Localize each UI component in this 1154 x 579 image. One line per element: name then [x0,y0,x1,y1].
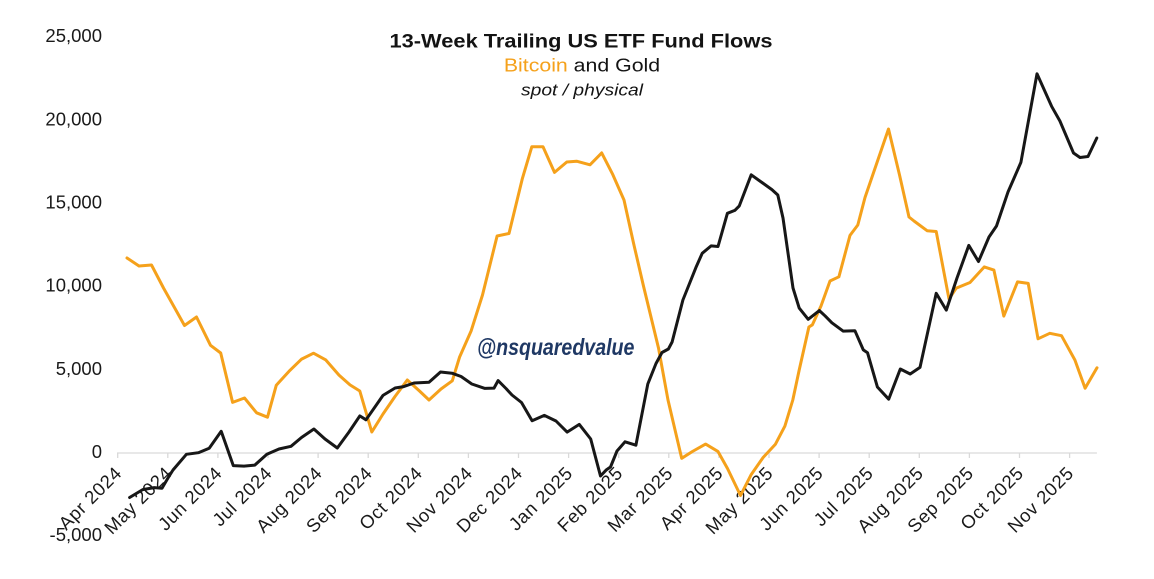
svg-text:10,000: 10,000 [45,275,102,296]
svg-text:13-Week Trailing US ETF Fund F: 13-Week Trailing US ETF Fund Flows [390,31,773,53]
svg-text:25,000: 25,000 [45,25,102,46]
svg-text:15,000: 15,000 [45,192,102,213]
svg-text:spot / physical: spot / physical [521,81,644,100]
svg-text:5,000: 5,000 [56,358,102,379]
svg-text:@nsquaredvalue: @nsquaredvalue [477,334,635,360]
svg-text:-5,000: -5,000 [50,524,102,545]
svg-text:20,000: 20,000 [45,108,102,129]
svg-text:0: 0 [92,441,102,462]
svg-text:Bitcoin and Gold: Bitcoin and Gold [504,55,660,76]
